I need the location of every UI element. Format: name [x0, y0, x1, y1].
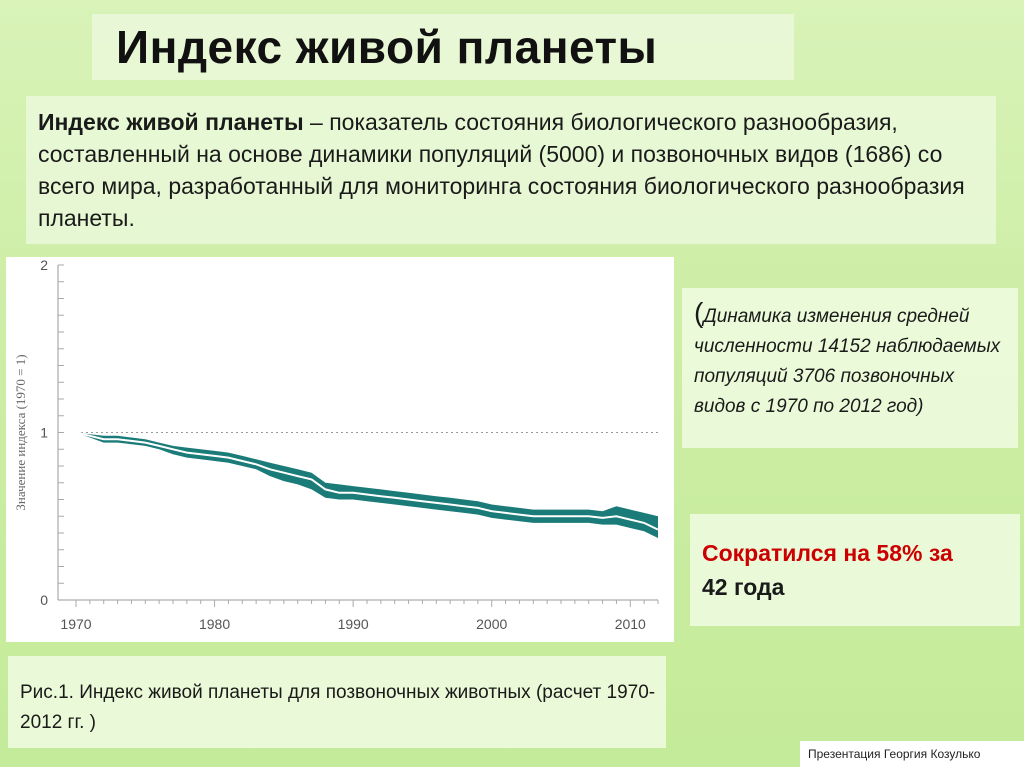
definition-box: Индекс живой планеты – показатель состоя…: [26, 96, 996, 244]
y-axis-label: Значение индекса (1970 = 1): [13, 354, 28, 510]
x-tick-label: 1980: [199, 616, 230, 632]
y-tick-label: 0: [40, 592, 48, 608]
y-tick-label: 1: [40, 425, 48, 441]
note-box: (Динамика изменения средней численности …: [682, 288, 1018, 448]
y-tick-label: 2: [40, 257, 48, 273]
credit-box: Презентация Георгия Козулько: [800, 741, 1024, 767]
caption-box: Рис.1. Индекс живой планеты для позвоноч…: [8, 656, 666, 748]
note-paragraph: (Динамика изменения средней численности …: [682, 288, 1018, 422]
x-tick-label: 2010: [615, 616, 646, 632]
note-open-paren: (: [694, 297, 704, 328]
result-highlight: Сократился на 58% за: [702, 540, 953, 566]
credit-text: Презентация Георгия Козулько: [808, 747, 981, 761]
result-paragraph: Сократился на 58% за 42 года: [690, 514, 1020, 604]
result-box: Сократился на 58% за 42 года: [690, 514, 1020, 626]
definition-term: Индекс живой планеты: [38, 109, 304, 135]
x-tick-label: 1990: [338, 616, 369, 632]
definition-paragraph: Индекс живой планеты – показатель состоя…: [26, 96, 996, 234]
living-planet-index-chart: 0 1 2 1970 1980 1990 2000 2010 Значение индекса …: [13, 257, 659, 632]
figure-caption: Рис.1. Индекс живой планеты для позвоноч…: [20, 682, 656, 733]
definition-text: – показатель состояния биологического ра…: [38, 109, 965, 231]
chart-panel: 0 1 2 1970 1980 1990 2000 2010 Значение индекса …: [6, 257, 674, 642]
confidence-band: [76, 432, 658, 538]
index-line: [75, 431, 659, 531]
x-tick-label: 1970: [60, 616, 91, 632]
x-tick-label: 2000: [476, 616, 507, 632]
result-rest: 42 года: [702, 574, 785, 600]
note-text: Динамика изменения средней численности 1…: [694, 306, 1001, 417]
slide-title: Индекс живой планеты: [116, 21, 658, 73]
title-box: Индекс живой планеты: [92, 14, 794, 80]
